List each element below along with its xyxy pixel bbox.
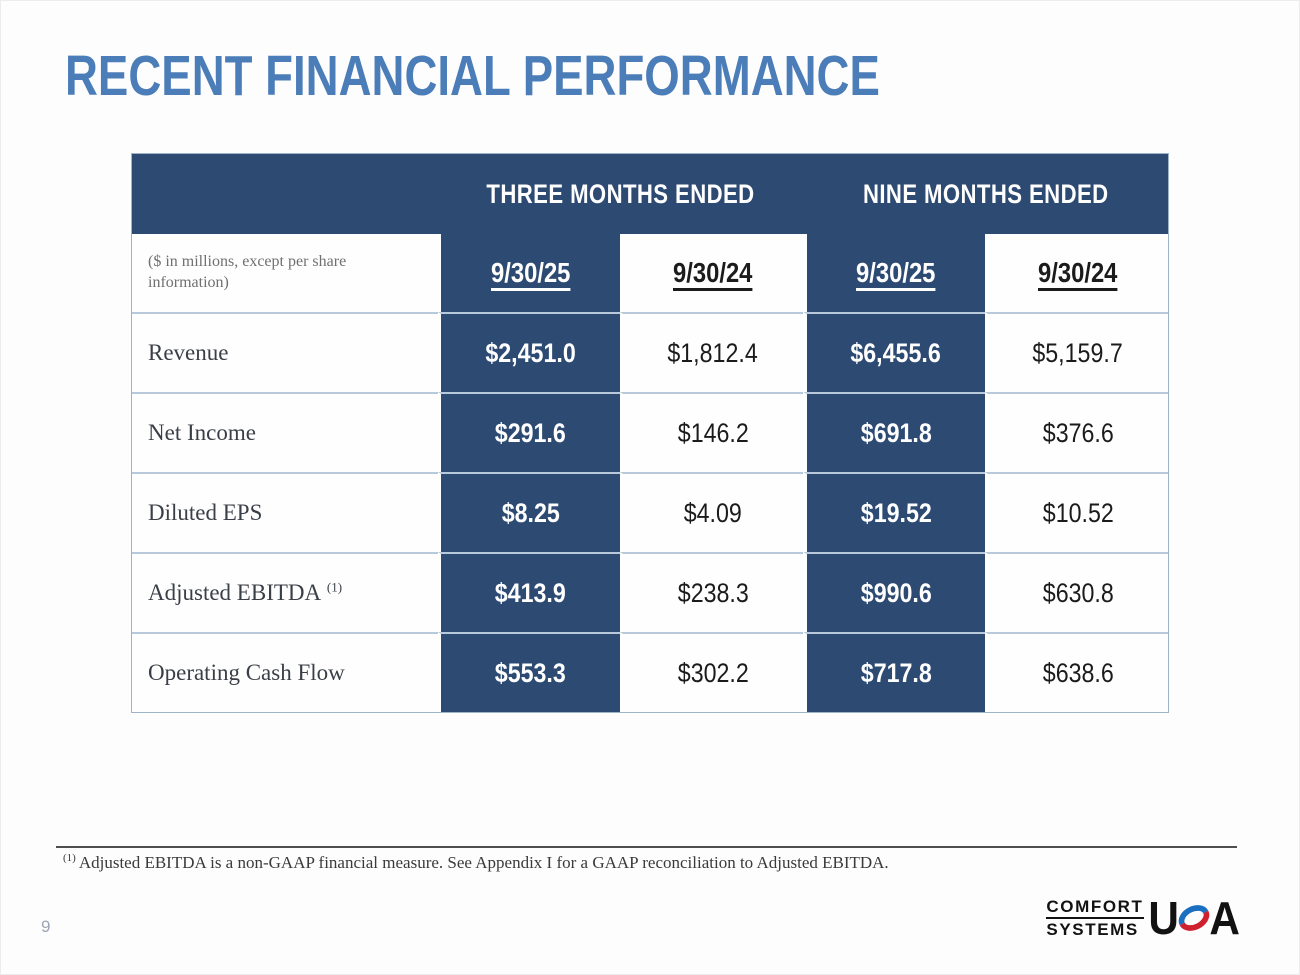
row-label: Revenue xyxy=(148,340,229,365)
table-row-adjusted-ebitda: Adjusted EBITDA (1) $413.9 $238.3 $990.6… xyxy=(132,552,1169,632)
cell-value: $8.25 xyxy=(501,497,560,528)
cell-value: $19.52 xyxy=(860,497,932,528)
cell-value: $238.3 xyxy=(677,577,749,608)
cell-value: $1,812.4 xyxy=(667,337,759,368)
row-label: Adjusted EBITDA (1) xyxy=(148,579,343,605)
cell-value: $6,455.6 xyxy=(850,337,942,368)
page-title-text: RECENT FINANCIAL PERFORMANCE xyxy=(65,44,880,108)
logo-word-comfort: COMFORT xyxy=(1046,898,1144,919)
footnote-marker: (1) xyxy=(63,852,76,865)
row-label: Net Income xyxy=(148,420,256,445)
group-header-label: THREE MONTHS ENDED xyxy=(486,178,755,209)
cell-value: $146.2 xyxy=(677,417,749,448)
cell-value: $990.6 xyxy=(860,577,932,608)
group-header-three-months: THREE MONTHS ENDED xyxy=(438,154,804,234)
cell-value: $413.9 xyxy=(494,577,567,608)
page-number: 9 xyxy=(41,917,51,936)
footnote-text: Adjusted EBITDA is a non-GAAP financial … xyxy=(78,853,889,872)
cell-value: $717.8 xyxy=(860,657,932,688)
date-column-header: 9/30/24 xyxy=(620,234,804,312)
logo-letter-a: A xyxy=(1209,892,1240,944)
table-corner-cell xyxy=(132,154,438,234)
cell-value: $638.6 xyxy=(1042,657,1114,688)
cell-value: $691.8 xyxy=(860,417,932,448)
logo-letter-u: U xyxy=(1147,892,1179,944)
table-row-revenue: Revenue $2,451.0 $1,812.4 $6,455.6 $5,15… xyxy=(132,312,1169,392)
units-note-cell: ($ in millions, except per share informa… xyxy=(132,234,438,312)
footnote-ref: (1) xyxy=(326,579,343,595)
footnote-divider xyxy=(56,846,1237,848)
logo-usa: U A xyxy=(1147,895,1241,941)
page-title: RECENT FINANCIAL PERFORMANCE xyxy=(65,43,1084,109)
cell-value: $4.09 xyxy=(683,497,743,528)
cell-value: $553.3 xyxy=(494,657,567,688)
company-logo: COMFORT SYSTEMS U A xyxy=(1046,895,1241,941)
row-label: Diluted EPS xyxy=(148,500,263,525)
table-row-net-income: Net Income $291.6 $146.2 $691.8 $376.6 xyxy=(132,392,1169,472)
logo-word-systems: SYSTEMS xyxy=(1046,920,1139,939)
row-label: Operating Cash Flow xyxy=(148,660,345,685)
cell-value: $376.6 xyxy=(1042,417,1114,448)
cell-value: $630.8 xyxy=(1042,577,1114,608)
table-row-operating-cash-flow: Operating Cash Flow $553.3 $302.2 $717.8… xyxy=(132,632,1169,712)
date-column-header: 9/30/25 xyxy=(438,234,620,312)
table-group-header-row: THREE MONTHS ENDED NINE MONTHS ENDED xyxy=(132,154,1169,234)
cell-value: $302.2 xyxy=(677,657,749,688)
cell-value: $291.6 xyxy=(494,417,567,448)
financial-table: THREE MONTHS ENDED NINE MONTHS ENDED ($ … xyxy=(131,153,1170,713)
cell-value: $2,451.0 xyxy=(485,337,576,368)
table-date-header-row: ($ in millions, except per share informa… xyxy=(132,234,1169,312)
units-note: ($ in millions, except per share informa… xyxy=(148,253,347,291)
s-swoosh-icon xyxy=(1178,905,1209,931)
footnote: (1) Adjusted EBITDA is a non-GAAP financi… xyxy=(63,853,889,873)
company-logo-wordmark: COMFORT SYSTEMS xyxy=(1046,898,1144,939)
date-column-header: 9/30/25 xyxy=(803,234,986,312)
group-header-label: NINE MONTHS ENDED xyxy=(862,178,1109,209)
table-row-diluted-eps: Diluted EPS $8.25 $4.09 $19.52 $10.52 xyxy=(132,472,1169,552)
date-column-header: 9/30/24 xyxy=(985,234,1169,312)
cell-value: $10.52 xyxy=(1042,497,1114,528)
group-header-nine-months: NINE MONTHS ENDED xyxy=(803,154,1169,234)
cell-value: $5,159.7 xyxy=(1032,337,1124,368)
